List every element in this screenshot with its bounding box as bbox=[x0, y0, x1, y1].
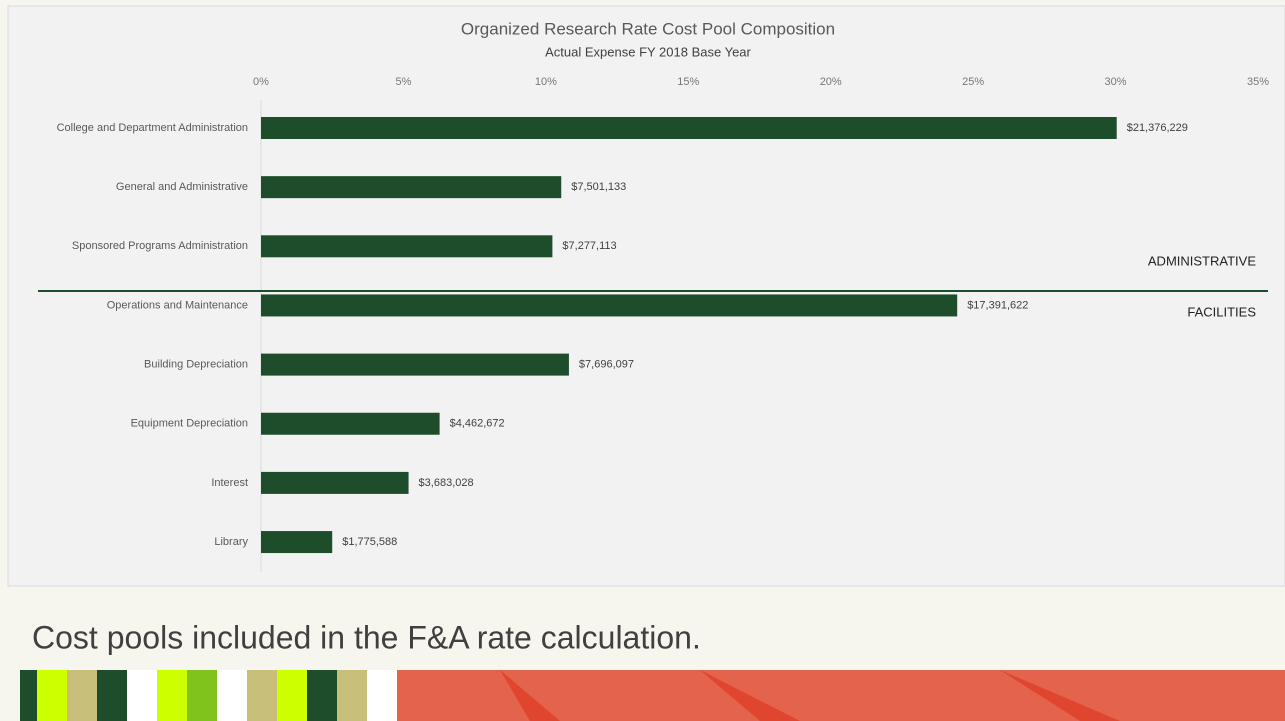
data-label: $7,277,113 bbox=[562, 240, 616, 252]
footer-block bbox=[307, 670, 337, 721]
y-tick-label: General and Administrative bbox=[116, 181, 248, 193]
y-tick-label: College and Department Administration bbox=[57, 122, 248, 134]
footer-block bbox=[337, 670, 367, 721]
bar bbox=[261, 412, 440, 435]
data-label: $3,683,028 bbox=[419, 477, 474, 489]
y-tick-label: Sponsored Programs Administration bbox=[72, 240, 248, 252]
data-label: $17,391,622 bbox=[967, 299, 1028, 311]
bar bbox=[261, 353, 569, 376]
x-tick-label: 15% bbox=[677, 76, 699, 88]
x-tick-label: 0% bbox=[253, 76, 269, 88]
footer-block bbox=[367, 670, 397, 721]
bar bbox=[261, 294, 958, 317]
footer-blocks bbox=[20, 670, 1285, 721]
footer-block bbox=[277, 670, 307, 721]
x-tick-label: 5% bbox=[395, 76, 411, 88]
data-label: $7,696,097 bbox=[579, 359, 634, 371]
x-tick-label: 10% bbox=[535, 76, 557, 88]
x-tick-label: 20% bbox=[820, 76, 842, 88]
footer-block bbox=[217, 670, 247, 721]
x-tick-label: 25% bbox=[962, 76, 984, 88]
footer-block bbox=[187, 670, 217, 721]
chart-title: Organized Research Rate Cost Pool Compos… bbox=[461, 19, 835, 38]
bar bbox=[261, 117, 1117, 139]
x-tick-label: 30% bbox=[1105, 76, 1127, 88]
data-label: $21,376,229 bbox=[1127, 122, 1188, 134]
y-tick-label: Interest bbox=[211, 477, 248, 489]
chart-subtitle: Actual Expense FY 2018 Base Year bbox=[545, 44, 751, 59]
bar bbox=[261, 531, 333, 554]
footer-block bbox=[97, 670, 127, 721]
y-tick-label: Operations and Maintenance bbox=[107, 299, 248, 311]
footer-block bbox=[247, 670, 277, 721]
bar bbox=[261, 176, 562, 199]
footer-block bbox=[37, 670, 67, 721]
y-tick-label: Equipment Depreciation bbox=[131, 418, 248, 430]
y-tick-label: Library bbox=[214, 536, 248, 548]
bar bbox=[261, 235, 553, 258]
footer-block bbox=[157, 670, 187, 721]
y-tick-label: Building Depreciation bbox=[144, 359, 248, 371]
data-label: $1,775,588 bbox=[342, 536, 397, 548]
footer-block bbox=[20, 670, 37, 721]
x-tick-label: 35% bbox=[1247, 76, 1269, 88]
group-label: ADMINISTRATIVE bbox=[1148, 253, 1256, 268]
bar bbox=[261, 471, 409, 494]
caption: Cost pools included in the F&A rate calc… bbox=[32, 619, 701, 655]
footer-block bbox=[67, 670, 97, 721]
data-label: $4,462,672 bbox=[450, 418, 505, 430]
data-label: $7,501,133 bbox=[571, 181, 626, 193]
footer-block bbox=[127, 670, 157, 721]
group-label: FACILITIES bbox=[1187, 304, 1256, 319]
